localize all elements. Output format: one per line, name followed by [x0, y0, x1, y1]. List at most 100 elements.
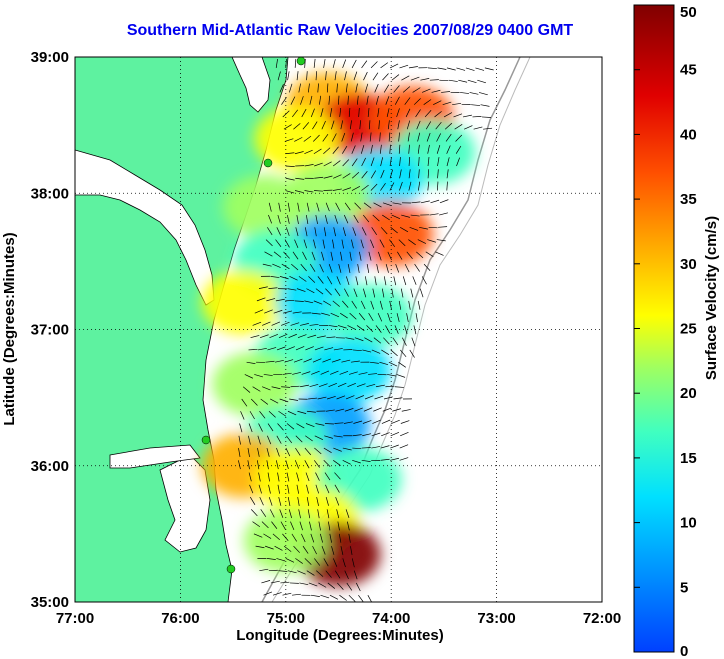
velocity-arrow: [318, 383, 328, 388]
velocity-arrow: [351, 59, 357, 69]
velocity-arrow: [278, 410, 287, 417]
velocity-arrow: [382, 214, 390, 221]
velocity-arrow: [363, 202, 372, 209]
velocity-arrow: [465, 67, 475, 71]
velocity-arrow: [287, 570, 297, 574]
velocity-arrow: [307, 83, 310, 93]
velocity-arrow: [399, 169, 402, 179]
velocity-arrow: [360, 145, 365, 154]
velocity-arrow: [278, 570, 288, 572]
velocity-arrow: [435, 251, 444, 256]
velocity-arrow: [409, 226, 419, 231]
velocity-arrow: [273, 309, 283, 314]
velocity-arrow: [287, 214, 290, 224]
velocity-arrow: [334, 472, 341, 480]
velocity-arrow: [401, 409, 411, 412]
chart-title: Southern Mid-Atlantic Raw Velocities 200…: [126, 22, 574, 39]
velocity-arrow: [295, 227, 299, 237]
velocity-arrow: [238, 447, 241, 457]
velocity-arrow: [401, 75, 410, 81]
velocity-arrow: [302, 122, 310, 130]
velocity-arrow: [436, 239, 446, 242]
velocity-arrow: [324, 423, 334, 425]
velocity-arrow: [344, 202, 351, 211]
colorbar-tick-label: 20: [680, 385, 697, 402]
velocity-arrow: [294, 190, 304, 194]
velocity-arrow: [341, 132, 346, 142]
velocity-arrow: [355, 582, 361, 592]
velocity-arrow: [256, 297, 266, 302]
velocity-arrow: [287, 497, 291, 506]
velocity-arrow: [268, 214, 272, 224]
velocity-arrow: [330, 251, 334, 261]
velocity-arrow: [331, 133, 337, 142]
velocity-arrow: [285, 558, 295, 563]
velocity-arrow: [324, 472, 331, 481]
velocity-arrow: [435, 121, 442, 130]
velocity-arrow: [481, 116, 491, 118]
velocity-arrow: [364, 395, 374, 400]
velocity-arrow: [295, 558, 303, 564]
velocity-arrow: [348, 107, 351, 117]
velocity-arrow: [323, 300, 332, 306]
velocity-arrow: [358, 312, 366, 321]
velocity-arrow: [336, 83, 338, 93]
velocity-arrow: [411, 337, 416, 347]
velocity-arrow: [425, 121, 432, 130]
velocity-arrow: [317, 83, 319, 93]
velocity-arrow: [247, 460, 250, 470]
velocity-arrow: [406, 251, 413, 259]
velocity-arrow: [329, 594, 339, 600]
velocity-arrow: [296, 288, 306, 292]
velocity-arrow: [360, 300, 366, 310]
velocity-arrow: [294, 239, 299, 249]
velocity-arrow: [277, 472, 280, 482]
velocity-arrow: [279, 509, 284, 518]
velocity-arrow: [336, 509, 340, 519]
velocity-arrow: [342, 300, 349, 308]
velocity-arrow: [293, 123, 301, 130]
velocity-arrow: [361, 60, 368, 69]
velocity-arrow: [290, 96, 296, 105]
albemarle-sound: [109, 444, 201, 469]
velocity-arrow: [361, 447, 371, 449]
velocity-arrow: [434, 111, 442, 118]
velocity-arrow: [312, 121, 318, 130]
velocity-arrow: [342, 159, 350, 167]
velocity-arrow: [323, 161, 332, 167]
velocity-arrow: [419, 226, 429, 230]
velocity-arrow: [342, 59, 347, 69]
velocity-arrow: [342, 173, 351, 179]
velocity-arrow: [321, 546, 326, 555]
velocity-arrow: [389, 144, 391, 154]
velocity-arrow: [268, 410, 276, 418]
velocity-arrow: [364, 337, 373, 343]
velocity-arrow: [276, 346, 286, 351]
velocity-arrow: [431, 89, 441, 93]
velocity-arrow: [259, 334, 269, 339]
velocity-arrow: [302, 251, 307, 261]
y-tick-label: 39:00: [31, 49, 69, 66]
velocity-arrow: [337, 582, 344, 590]
velocity-arrow: [270, 398, 279, 404]
velocity-arrow: [370, 183, 378, 191]
velocity-arrow: [342, 145, 348, 154]
velocity-arrow: [322, 239, 325, 249]
velocity-arrow: [370, 170, 377, 179]
velocity-arrow: [294, 151, 304, 155]
velocity-arrow: [425, 251, 434, 257]
velocity-arrow: [412, 87, 421, 93]
velocity-arrow: [351, 145, 356, 154]
velocity-arrow: [333, 460, 341, 466]
velocity-arrow: [452, 102, 462, 106]
velocity-arrow: [334, 422, 344, 424]
velocity-arrow: [286, 423, 295, 430]
velocity-arrow: [399, 157, 401, 167]
x-tick-labels: 77:00 76:00 75:00 74:00 73:00 72:00: [56, 610, 621, 627]
velocity-arrow: [306, 497, 310, 507]
velocity-arrow: [419, 288, 424, 298]
velocity-arrow: [273, 251, 282, 258]
velocity-arrow: [345, 337, 355, 340]
velocity-arrow: [262, 263, 272, 267]
